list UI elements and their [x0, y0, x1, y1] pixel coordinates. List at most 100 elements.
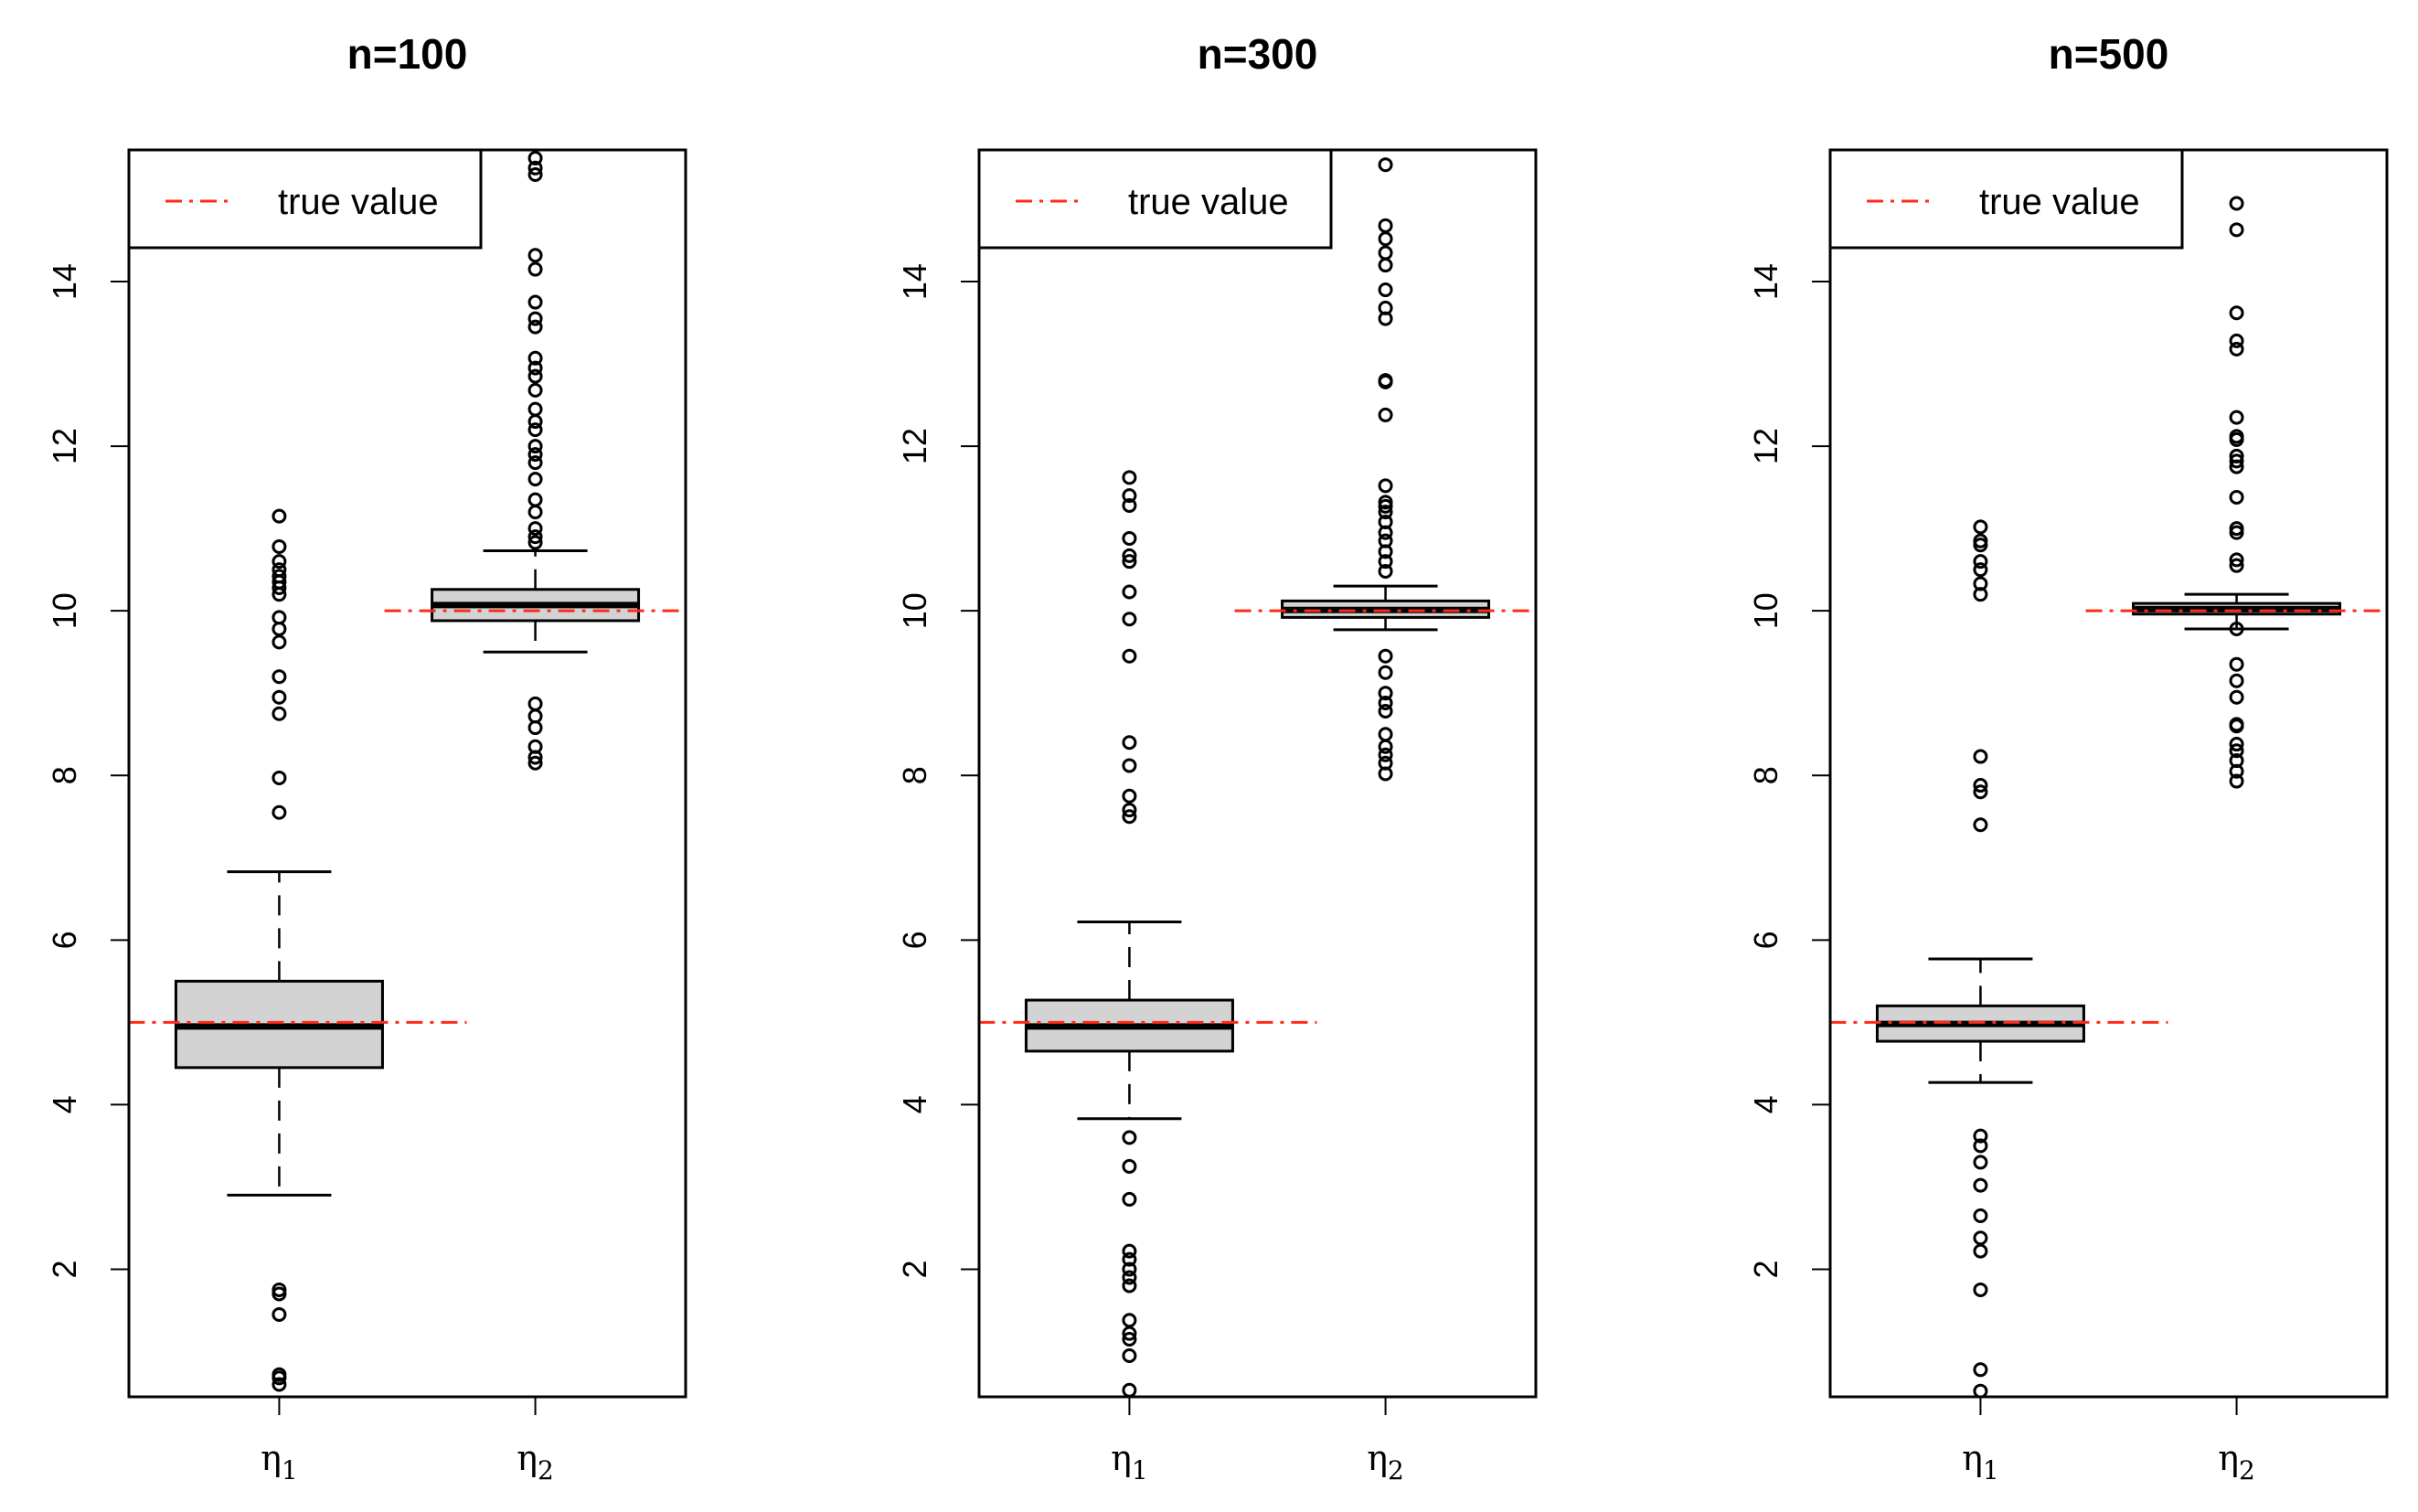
- outlier-point: [1378, 495, 1393, 510]
- outlier-point: [1378, 686, 1393, 701]
- outlier-point: [272, 610, 287, 625]
- outlier-point: [1973, 576, 1988, 591]
- outlier-point: [1122, 530, 1137, 546]
- outlier-point: [527, 535, 543, 550]
- legend-label: true value: [278, 182, 439, 222]
- outlier-point: [272, 669, 287, 685]
- plot-area: [129, 151, 686, 1392]
- outlier-point: [2229, 552, 2244, 568]
- outlier-point: [1122, 1262, 1137, 1277]
- y-tick-label: 4: [1747, 1095, 1784, 1113]
- outlier-point: [527, 708, 543, 724]
- outlier-point: [1122, 1313, 1137, 1328]
- outlier-point: [527, 360, 543, 376]
- outlier-point: [1378, 665, 1393, 680]
- outlier-point: [527, 505, 543, 520]
- box-group-2: [431, 151, 641, 771]
- outlier-point: [1122, 788, 1137, 804]
- y-tick-label: 2: [896, 1260, 933, 1278]
- outlier-point: [1122, 584, 1137, 600]
- outlier-point: [1122, 803, 1137, 818]
- category-subscript: 1: [1132, 1455, 1148, 1485]
- outlier-point: [527, 472, 543, 487]
- outlier-point: [2229, 489, 2244, 505]
- outlier-point: [1122, 1331, 1137, 1347]
- outlier-point: [2229, 689, 2244, 705]
- outlier-point: [1973, 1155, 1988, 1170]
- outlier-point: [1378, 282, 1393, 298]
- outlier-point: [1973, 1128, 1988, 1144]
- box-group-2: [1281, 157, 1491, 782]
- outlier-point: [1122, 648, 1137, 664]
- outlier-point: [1378, 563, 1393, 579]
- outlier-point: [1378, 648, 1393, 664]
- category-symbol: η: [261, 1438, 282, 1478]
- box-group-1: [1024, 470, 1234, 1397]
- x-tick-label: η2: [1367, 1438, 1404, 1485]
- outlier-point: [1122, 1191, 1137, 1207]
- outlier-point: [527, 529, 543, 545]
- outlier-point: [1378, 727, 1393, 742]
- y-tick-label: 10: [896, 592, 933, 629]
- outlier-point: [1973, 1243, 1988, 1259]
- x-tick-label: η1: [1111, 1438, 1148, 1485]
- outlier-point: [527, 311, 543, 326]
- outlier-point: [527, 401, 543, 417]
- outlier-point: [1378, 218, 1393, 233]
- plot-area: [979, 157, 1536, 1397]
- x-tick-label: η2: [2218, 1438, 2255, 1485]
- outlier-point: [1973, 519, 1988, 535]
- outlier-point: [272, 569, 287, 584]
- outlier-point: [1378, 231, 1393, 247]
- outlier-point: [272, 634, 287, 650]
- outlier-point: [2229, 521, 2244, 537]
- outlier-point: [527, 447, 543, 463]
- outlier-point: [2229, 753, 2244, 769]
- legend: true value: [127, 148, 483, 250]
- outlier-point: [2229, 773, 2244, 789]
- outlier-point: [272, 1306, 287, 1322]
- category-symbol: η: [1962, 1438, 1983, 1478]
- outlier-point: [1378, 739, 1393, 754]
- outlier-point: [527, 382, 543, 398]
- y-tick-label: 6: [46, 931, 83, 949]
- outlier-point: [2229, 429, 2244, 444]
- category-subscript: 1: [1983, 1455, 1999, 1485]
- y-tick-label: 12: [896, 428, 933, 464]
- chart-title: n=500: [2049, 30, 2169, 78]
- outlier-point: [272, 689, 287, 705]
- outlier-point: [2229, 717, 2244, 732]
- outlier-point: [1378, 478, 1393, 494]
- y-tick-label: 6: [896, 931, 933, 949]
- outlier-point: [1122, 1130, 1137, 1145]
- outlier-point: [527, 492, 543, 507]
- plot-frame: [977, 148, 1538, 1399]
- outlier-point: [527, 319, 543, 335]
- outlier-point: [272, 1377, 287, 1392]
- x-tick-label: η2: [517, 1438, 554, 1485]
- outlier-point: [1973, 1282, 1988, 1297]
- outlier-point: [2229, 621, 2244, 636]
- outlier-point: [527, 350, 543, 366]
- y-tick-label: 14: [46, 263, 83, 300]
- y-tick-label: 14: [896, 263, 933, 300]
- plot-area: [1830, 196, 2387, 1397]
- outlier-point: [1378, 407, 1393, 422]
- outlier-point: [1122, 488, 1137, 504]
- outlier-point: [1378, 373, 1393, 389]
- outlier-point: [527, 422, 543, 438]
- legend: true value: [1828, 148, 2184, 250]
- legend-box: [977, 148, 1333, 250]
- category-symbol: η: [517, 1438, 538, 1478]
- legend: true value: [977, 148, 1333, 250]
- outlier-point: [1122, 809, 1137, 825]
- outlier-point: [527, 167, 543, 183]
- outlier-point: [2229, 333, 2244, 348]
- outlier-point: [2229, 453, 2244, 469]
- outlier-point: [1378, 704, 1393, 719]
- y-tick-label: 4: [896, 1095, 933, 1113]
- category-subscript: 2: [1388, 1455, 1404, 1485]
- outlier-point: [272, 508, 287, 524]
